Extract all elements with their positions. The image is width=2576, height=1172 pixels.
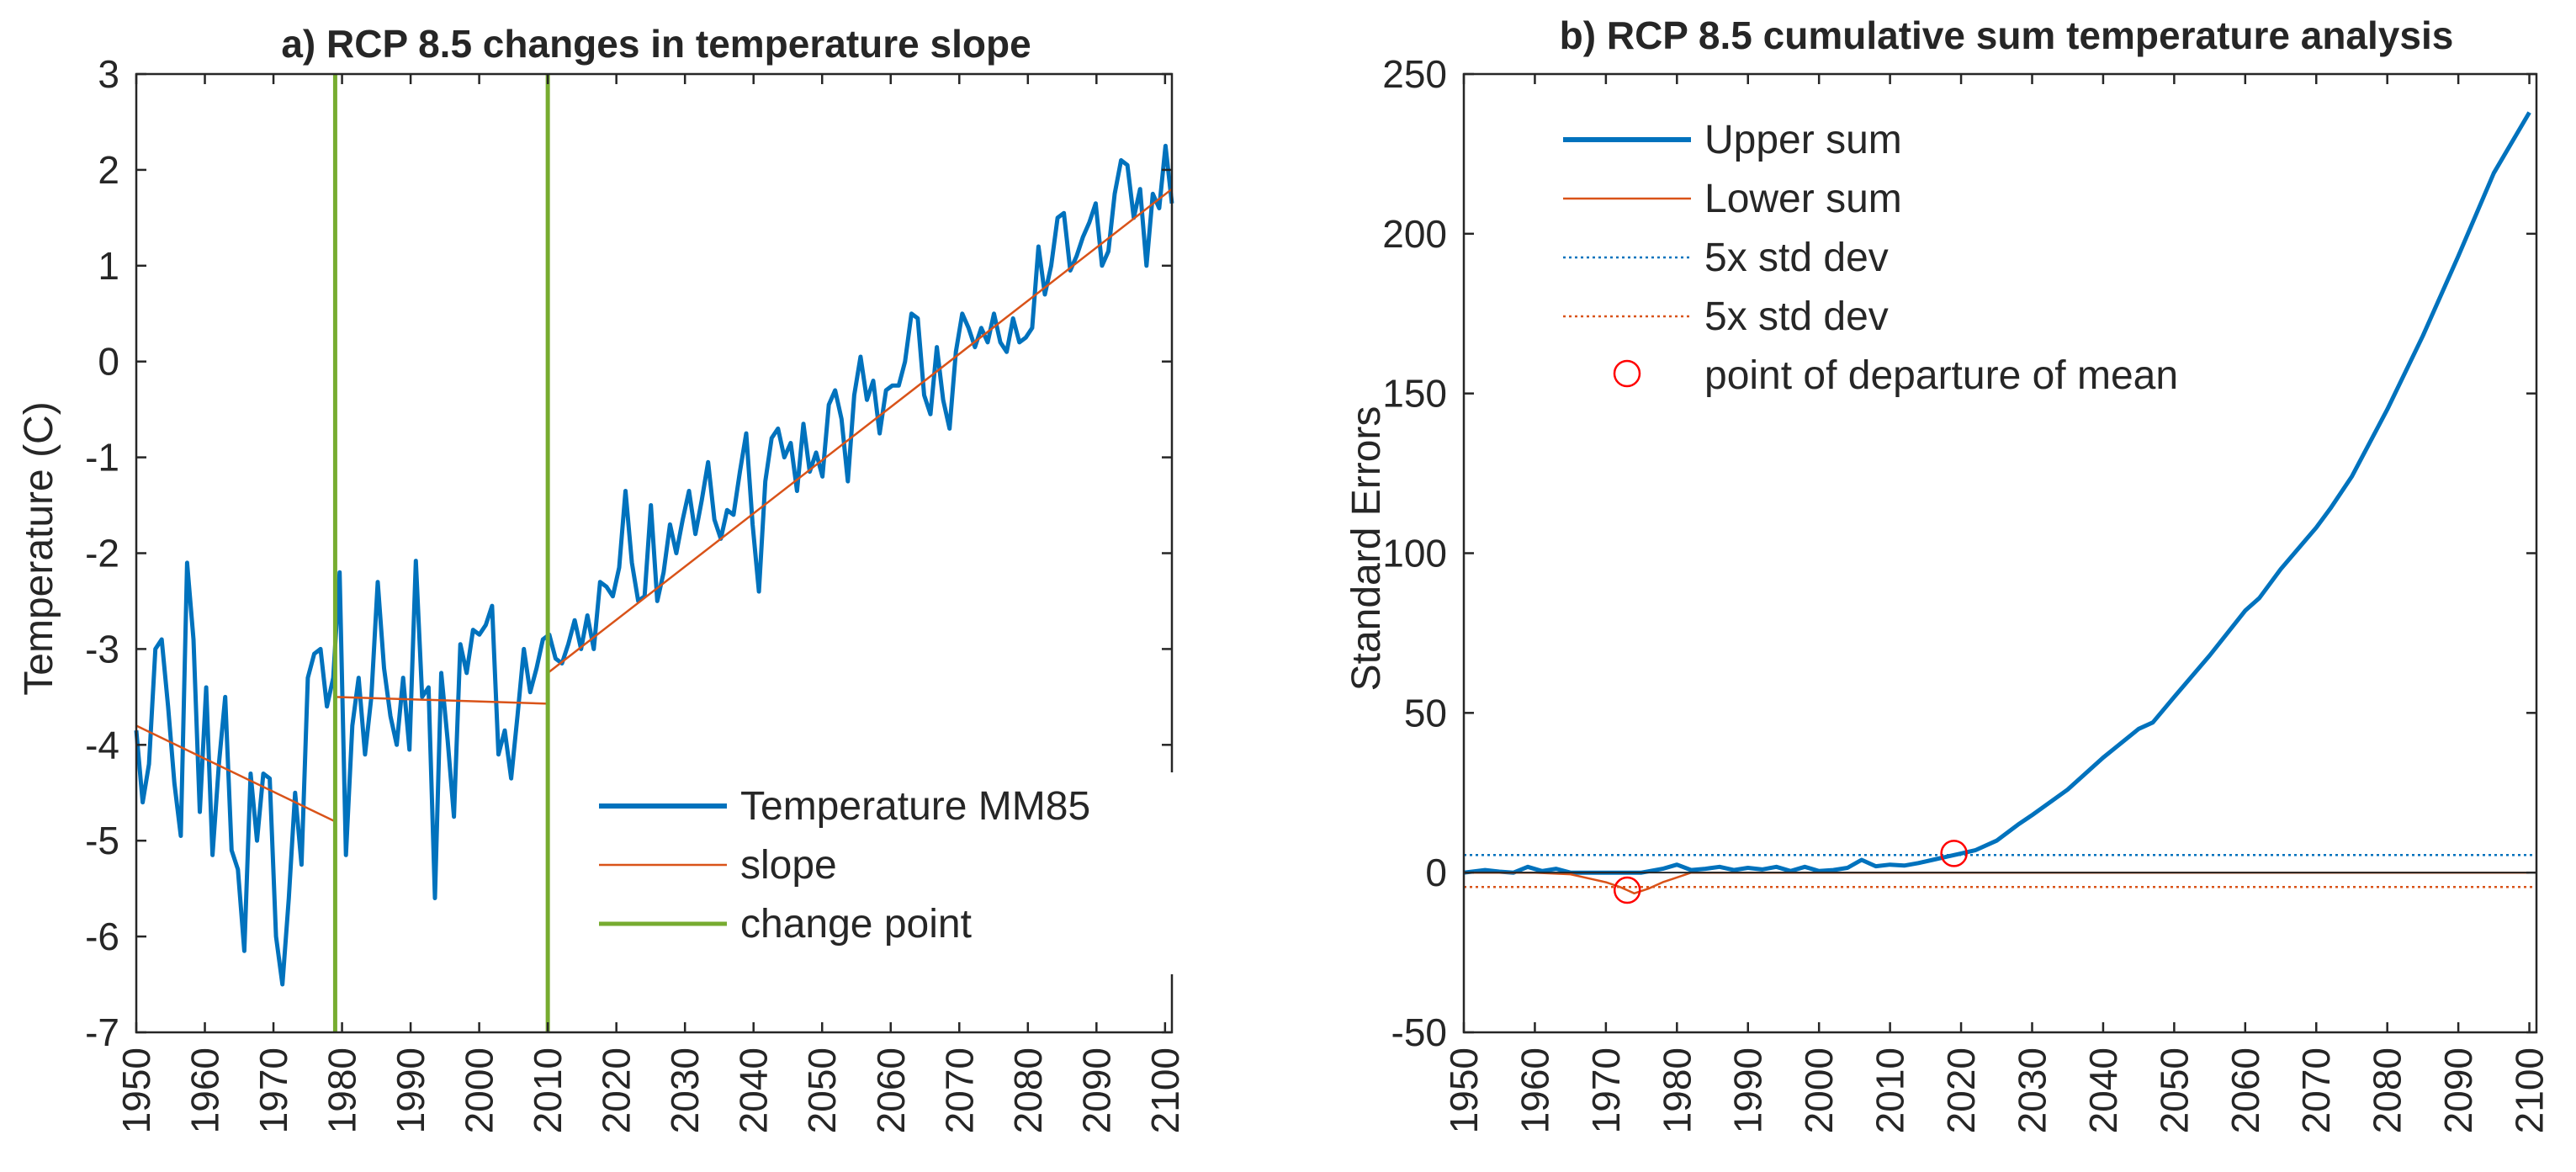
chart-b-plot-area xyxy=(1463,111,2536,904)
chart-b-y-tick-label: 150 xyxy=(1382,372,1447,416)
legend-label-temperature: Temperature MM85 xyxy=(740,784,1090,829)
legend-label-lower-std: 5x std dev xyxy=(1704,294,1889,339)
chart-a-x-tick-label: 2090 xyxy=(1074,1047,1118,1133)
chart-a-x-tick-label: 2070 xyxy=(937,1047,981,1133)
chart-a-y-tick-label: 2 xyxy=(98,148,119,192)
chart-b-y-tick-label: 0 xyxy=(1425,851,1447,894)
chart-b-title: b) RCP 8.5 cumulative sum temperature an… xyxy=(1560,13,2454,57)
legend-label-upper-std: 5x std dev xyxy=(1704,236,1889,280)
chart-a-y-tick-label: -2 xyxy=(85,532,119,575)
chart-b-y-tick-label: -50 xyxy=(1391,1010,1447,1054)
chart-b-x-tick-label: 2050 xyxy=(2152,1047,2196,1133)
chart-a-x-tick-label: 2000 xyxy=(458,1047,501,1133)
chart-b-x-tick-label: 1950 xyxy=(1442,1047,1486,1133)
chart-a-legend: Temperature MM85 slope change point xyxy=(589,772,1195,974)
chart-b-x-tick-label: 2040 xyxy=(2081,1047,2125,1133)
chart-b-x-tick-label: 1990 xyxy=(1726,1047,1770,1133)
chart-b-x-tick-label: 2090 xyxy=(2436,1047,2480,1133)
chart-b-x-tick-label: 1960 xyxy=(1513,1047,1556,1133)
chart-b-y-tick-label: 200 xyxy=(1382,212,1447,256)
chart-a-y-tick-label: 3 xyxy=(98,52,119,96)
chart-b-x-tick-label: 2080 xyxy=(2366,1047,2409,1133)
chart-a-title: a) RCP 8.5 changes in temperature slope xyxy=(281,22,1031,66)
chart-b-x-tick-label: 1970 xyxy=(1584,1047,1628,1133)
departure-point-marker xyxy=(1940,840,1968,867)
chart-b-x-tick-label: 2030 xyxy=(2010,1047,2054,1133)
chart-a-y-tick-label: -6 xyxy=(85,915,119,958)
chart-b-x-tick-label: 2010 xyxy=(1868,1047,1912,1133)
chart-a-y-tick-label: -4 xyxy=(85,723,119,766)
chart-a-y-tick-label: -7 xyxy=(85,1010,119,1054)
chart-b-y-tick-label: 50 xyxy=(1404,691,1447,734)
chart-a-x-tick-label: 1970 xyxy=(252,1047,295,1133)
chart-a-y-tick-label: -1 xyxy=(85,436,119,480)
legend-swatch-departure xyxy=(1613,359,1641,388)
legend-label-departure: point of departure of mean xyxy=(1704,353,2178,398)
legend-label-upper-sum: Upper sum xyxy=(1704,118,1902,162)
chart-b-x-tick-label: 2060 xyxy=(2224,1047,2267,1133)
chart-a-x-tick-label: 2030 xyxy=(663,1047,707,1133)
chart-a-x-tick-label: 1980 xyxy=(321,1047,364,1133)
legend-label-slope: slope xyxy=(740,843,837,888)
series-temperature-mm85 xyxy=(134,143,1174,987)
chart-a-y-tick-label: 0 xyxy=(98,340,119,384)
chart-a-x-tick-label: 1960 xyxy=(183,1047,227,1133)
chart-b-y-axis-label: Standard Errors xyxy=(1344,406,1389,692)
legend-label-lower-sum: Lower sum xyxy=(1704,177,1902,221)
chart-a-x-tick-label: 1950 xyxy=(114,1047,158,1133)
chart-a-x-tick-label: 2010 xyxy=(526,1047,570,1133)
chart-b-y-tick-label: 250 xyxy=(1382,52,1447,96)
chart-a-x-tick-label: 2080 xyxy=(1006,1047,1050,1133)
chart-a-x-tick-label: 1990 xyxy=(389,1047,432,1133)
chart-a-x-tick-label: 2060 xyxy=(869,1047,913,1133)
chart-a-plot-area xyxy=(134,74,1174,1032)
chart-b-x-tick-label: 2070 xyxy=(2294,1047,2338,1133)
chart-a-x-tick-label: 2020 xyxy=(595,1047,639,1133)
chart-a: a) RCP 8.5 changes in temperature slope … xyxy=(17,22,1195,1133)
chart-a-x-tick-label: 2050 xyxy=(800,1047,844,1133)
chart-b-x-tick-label: 2020 xyxy=(1939,1047,1983,1133)
chart-b: b) RCP 8.5 cumulative sum temperature an… xyxy=(1344,13,2552,1133)
chart-b-axes: 1950 1960 1970 1980 1990 2000 2010 2020 2030 2040… xyxy=(1382,52,2551,1133)
series-slope-segment xyxy=(547,188,1173,674)
chart-b-x-tick-label: 1980 xyxy=(1655,1047,1699,1133)
chart-a-y-tick-label: 1 xyxy=(98,244,119,288)
legend-label-change-point: change point xyxy=(740,902,972,947)
chart-b-legend: Upper sum Lower sum 5x std dev 5x std de… xyxy=(1563,118,2178,398)
chart-b-x-tick-label: 2100 xyxy=(2508,1047,2552,1133)
series-slope-segment xyxy=(135,724,336,823)
chart-a-y-tick-label: -5 xyxy=(85,819,119,862)
series-slope-segment xyxy=(335,696,549,705)
chart-a-x-tick-label: 2100 xyxy=(1143,1047,1187,1133)
departure-point-marker xyxy=(1613,876,1641,904)
chart-a-y-axis-label: Temperature (C) xyxy=(17,401,61,695)
chart-a-axes: 1950 1960 1970 1980 1990 2000 2010 2020 2030 2040… xyxy=(85,52,1187,1133)
chart-b-y-tick-label: 100 xyxy=(1382,532,1447,575)
chart-b-x-tick-label: 2000 xyxy=(1797,1047,1841,1133)
chart-a-y-tick-label: -3 xyxy=(85,627,119,671)
chart-a-x-tick-label: 2040 xyxy=(732,1047,776,1133)
